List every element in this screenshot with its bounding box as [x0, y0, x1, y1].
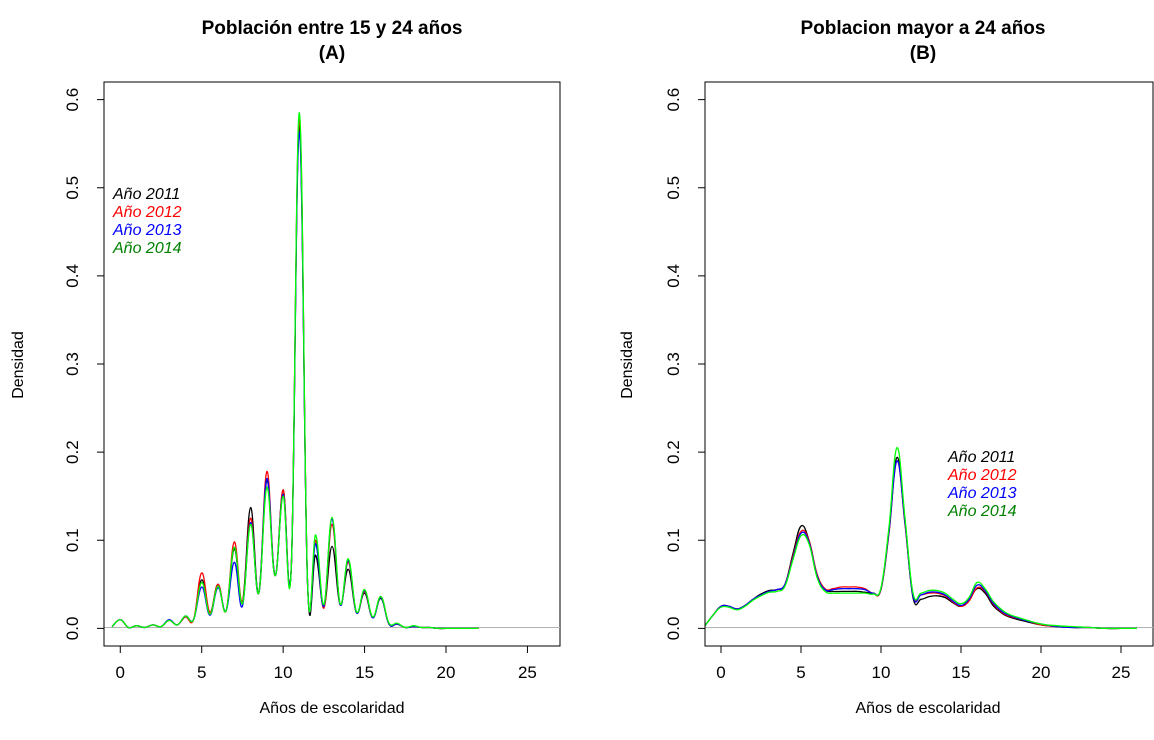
chart-a-x-tick-label: 5 — [197, 663, 206, 682]
chart-b-y-tick-label: 0.4 — [664, 264, 683, 288]
chart-a-y-axis: 0.0 0.1 0.2 0.3 0.4 0.5 0.6 — [63, 88, 105, 641]
chart-a-y-tick-label: 0.0 — [63, 617, 82, 641]
chart-a-y-tick-label: 0.4 — [63, 264, 82, 288]
chart-b-legend-item-2011: Año 2011 — [947, 449, 1015, 466]
chart-a-legend-item-2014: Año 2014 — [112, 240, 182, 257]
chart-b-legend-item-2014: Año 2014 — [947, 503, 1017, 520]
chart-b-subtitle: (B) — [910, 43, 936, 64]
chart-a-y-axis-label: Densidad — [10, 331, 27, 399]
chart-b-x-tick-label: 0 — [716, 663, 725, 682]
chart-b-legend-item-2012: Año 2012 — [947, 467, 1017, 484]
chart-b-legend: Año 2011 Año 2012 Año 2013 Año 2014 — [947, 449, 1017, 520]
chart-a-legend-item-2011: Año 2011 — [112, 186, 180, 203]
chart-a-x-tick-label: 10 — [274, 663, 293, 682]
chart-b-x-tick-label: 15 — [952, 663, 971, 682]
chart-b-y-axis-label: Densidad — [619, 331, 636, 399]
chart-b-y-tick-label: 0.0 — [664, 617, 683, 641]
chart-b-legend-item-2013: Año 2013 — [947, 485, 1017, 502]
chart-a-x-axis: 0 5 10 15 20 25 — [116, 645, 537, 682]
chart-a-subtitle: (A) — [319, 43, 345, 64]
chart-b-y-tick-label: 0.5 — [664, 176, 683, 200]
chart-b-x-tick-label: 5 — [796, 663, 805, 682]
chart-b-y-tick-label: 0.1 — [664, 528, 683, 552]
chart-panel-a: Población entre 15 y 24 años (A) 0 5 10 15 2… — [10, 18, 561, 717]
chart-a-x-tick-label: 0 — [116, 663, 125, 682]
chart-a-x-tick-label: 20 — [437, 663, 456, 682]
chart-a-series-line-4 — [111, 112, 479, 630]
chart-a-legend: Año 2011 Año 2012 Año 2013 Año 2014 — [112, 186, 182, 257]
chart-a-x-tick-label: 15 — [355, 663, 374, 682]
chart-b-y-tick-label: 0.3 — [664, 352, 683, 376]
chart-a-y-tick-label: 0.3 — [63, 352, 82, 376]
chart-b-series-layer — [704, 447, 1137, 630]
chart-b-y-tick-label: 0.6 — [664, 88, 683, 112]
chart-b-x-axis-label: Años de escolaridad — [856, 700, 1001, 717]
chart-a-series-layer — [111, 112, 479, 630]
chart-a-y-tick-label: 0.2 — [63, 440, 82, 464]
chart-a-y-tick-label: 0.5 — [63, 176, 82, 200]
chart-b-x-tick-label: 25 — [1112, 663, 1131, 682]
chart-b-x-tick-label: 10 — [872, 663, 891, 682]
chart-b-x-tick-label: 20 — [1032, 663, 1051, 682]
chart-panel-b: Poblacion mayor a 24 años (B) 0 5 10 15 20 25… — [619, 18, 1154, 717]
chart-b-series-line-4 — [704, 447, 1137, 630]
chart-b-y-tick-label: 0.2 — [664, 440, 683, 464]
chart-a-x-tick-label: 25 — [518, 663, 537, 682]
chart-a-y-tick-label: 0.1 — [63, 528, 82, 552]
chart-b-x-axis: 0 5 10 15 20 25 — [716, 645, 1131, 682]
chart-a-legend-item-2012: Año 2012 — [112, 204, 182, 221]
chart-a-title: Población entre 15 y 24 años — [202, 18, 463, 39]
chart-a-x-axis-label: Años de escolaridad — [260, 700, 405, 717]
chart-a-legend-item-2013: Año 2013 — [112, 222, 182, 239]
chart-b-title: Poblacion mayor a 24 años — [801, 18, 1046, 39]
chart-b-y-axis: 0.0 0.1 0.2 0.3 0.4 0.5 0.6 — [664, 88, 706, 641]
chart-a-y-tick-label: 0.6 — [63, 88, 82, 112]
